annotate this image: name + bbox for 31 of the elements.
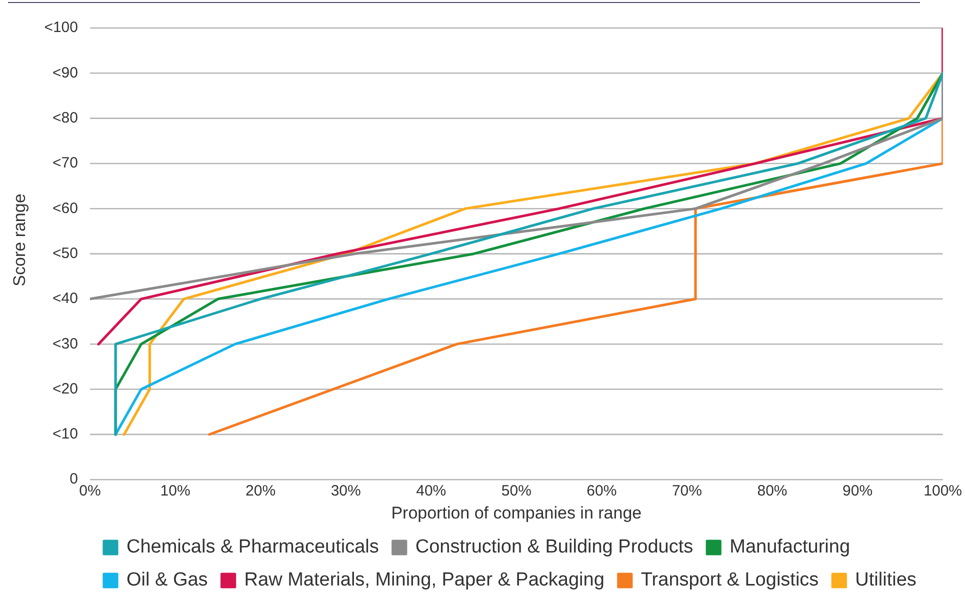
legend-label: Manufacturing [730, 536, 850, 558]
legend-label: Construction & Building Products [415, 536, 694, 558]
x-tick-label: 30% [330, 482, 361, 500]
text: <40 [52, 290, 78, 308]
x-tick-label: 10% [160, 482, 190, 500]
text: <100 [44, 19, 78, 36]
legend-label: Chemicals & Pharmaceuticals [126, 536, 379, 558]
x-tick-label: 40% [416, 482, 446, 500]
text: <10 [52, 426, 78, 443]
legend-label: Oil & Gas [126, 570, 208, 591]
x-tick-label: 100% [924, 482, 962, 500]
text: <80 [52, 109, 78, 126]
text: <50 [52, 244, 78, 262]
x-tick-label: 60% [586, 482, 617, 500]
text: <90 [52, 64, 78, 82]
legend-label: Transport & Logistics [640, 570, 819, 591]
x-tick-label: 70% [672, 482, 702, 500]
x-tick-label: 90% [842, 482, 873, 500]
x-axis-title: Proportion of companies in range [391, 503, 642, 522]
text: <70 [52, 154, 78, 172]
text: <30 [52, 335, 78, 352]
x-tick-label: 80% [757, 482, 788, 500]
x-tick-label: 50% [501, 482, 532, 500]
text: 0 [70, 470, 78, 488]
text: <60 [52, 200, 78, 217]
legend-label: Utilities [855, 570, 916, 591]
x-tick-label: 0% [79, 482, 101, 500]
text: <20 [52, 380, 78, 398]
x-tick-label: 20% [246, 482, 276, 500]
legend-label: Raw Materials, Mining, Paper & Packaging [244, 570, 604, 591]
y-axis-title: Score range [10, 194, 30, 286]
